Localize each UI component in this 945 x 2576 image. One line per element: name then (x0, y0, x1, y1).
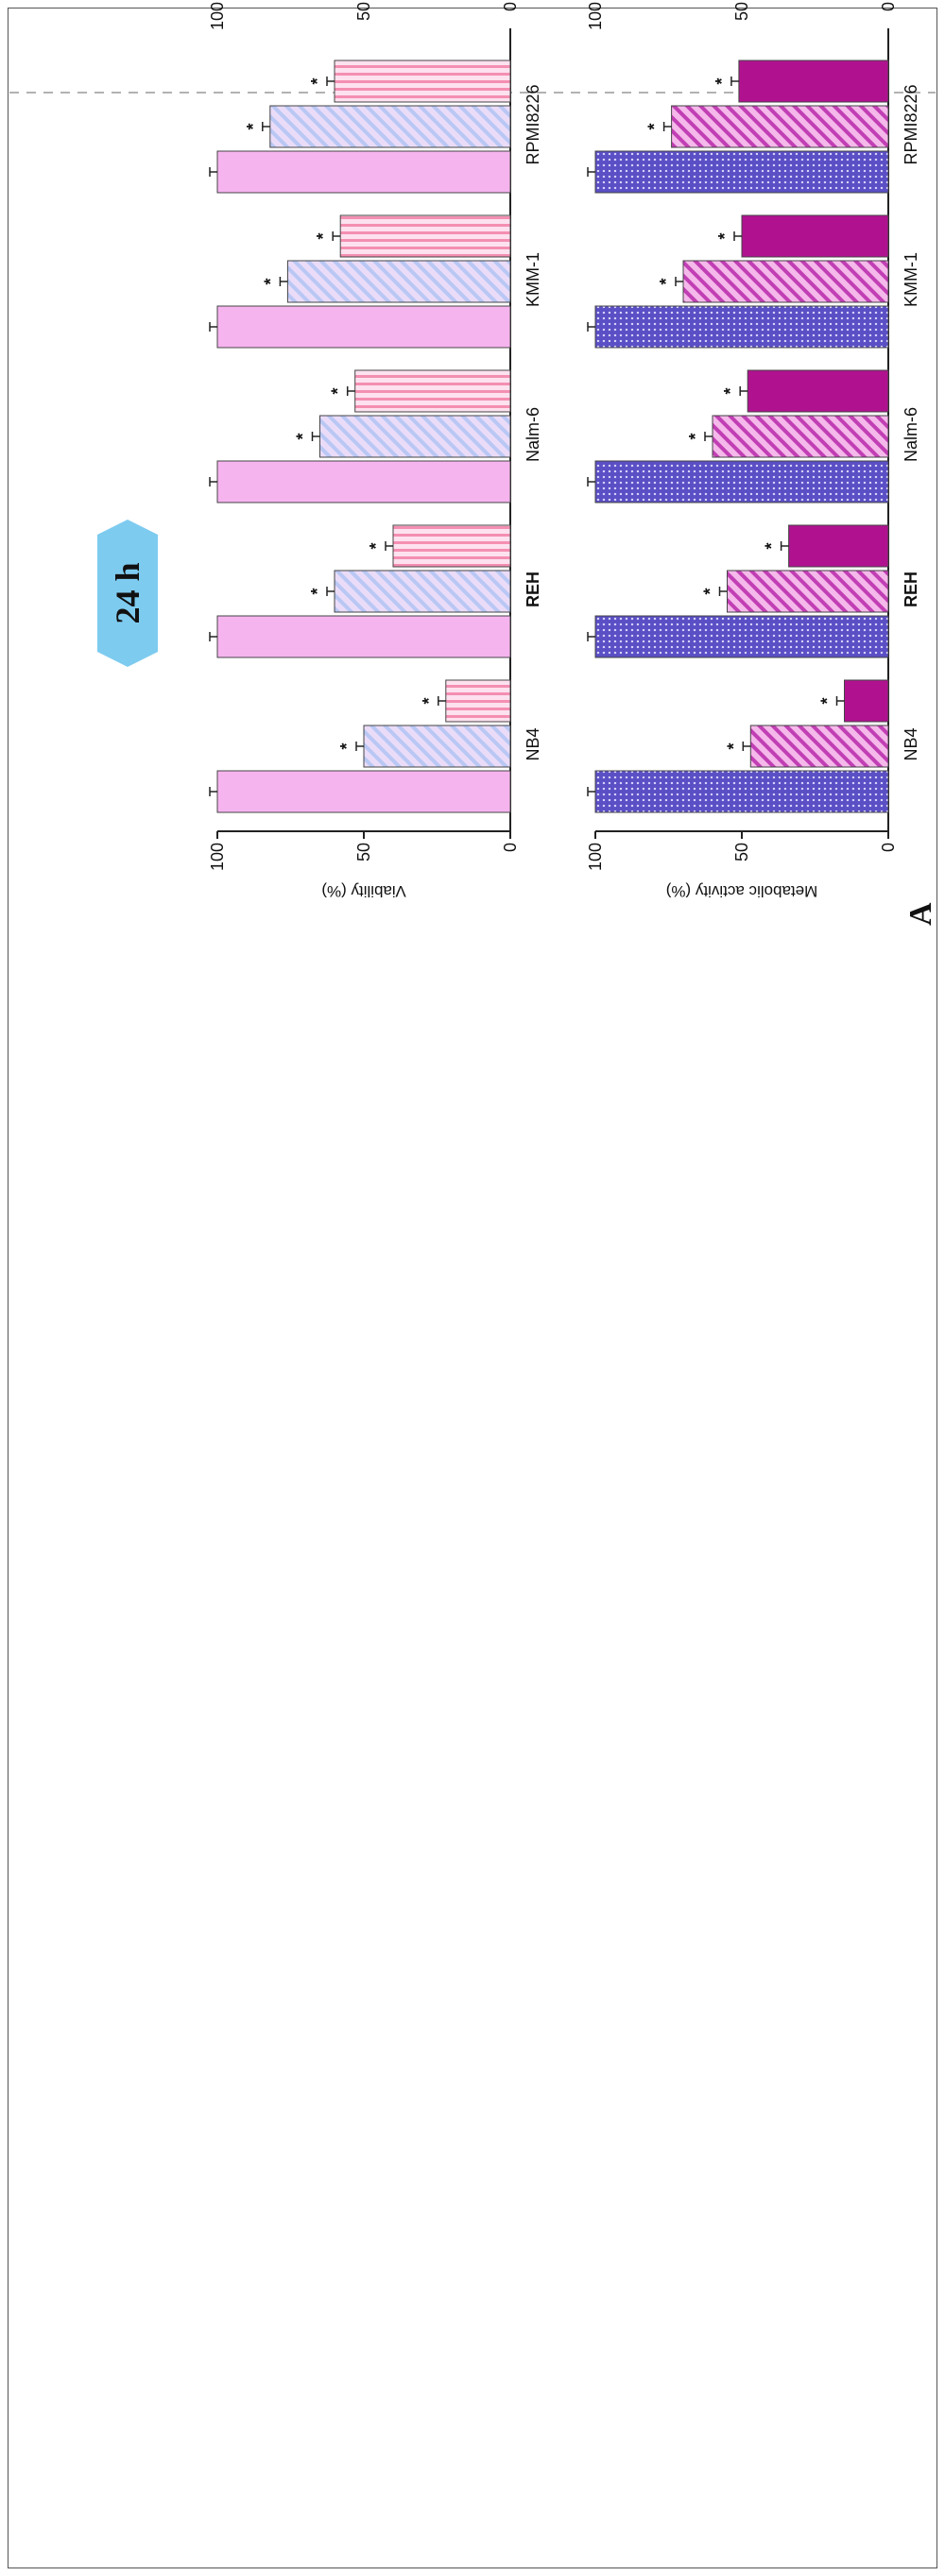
bar (354, 369, 511, 413)
y-tick-label: 50 (354, 2, 373, 21)
bar (392, 524, 511, 568)
time-badge-shape (97, 520, 158, 667)
significance-mark: * (763, 542, 782, 549)
bar (594, 460, 889, 503)
significance-mark: * (294, 433, 313, 439)
bar (216, 460, 511, 503)
x-tick-label: REH (524, 571, 542, 607)
significance-mark: * (657, 278, 676, 284)
chart-1: 100500**NB4**REH**Nalm-6**KMM-1**RPMI822… (208, 2, 520, 30)
bar (319, 415, 511, 458)
bar (594, 770, 889, 813)
x-tick-label: NB4 (902, 727, 920, 760)
y-tick-label: 100 (208, 843, 227, 871)
bar (594, 150, 889, 194)
chart-0: 100 50 0 Viability (%) * * NB4 * * REH * * Nalm-6 * * K… (208, 28, 542, 900)
bar (334, 570, 511, 613)
bar (216, 305, 511, 349)
time-badge-label: 24 h (109, 562, 146, 623)
significance-mark: * (715, 232, 734, 239)
x-tick-label: Nalm-6 (524, 407, 542, 462)
significance-mark: * (818, 697, 837, 704)
bar (334, 60, 511, 103)
significance-mark: * (308, 588, 327, 594)
bar (594, 305, 889, 349)
x-tick-label: Nalm-6 (902, 407, 920, 462)
y-tick-label: 100 (586, 843, 605, 871)
significance-mark: * (314, 232, 333, 239)
y-tick-label: 0 (879, 2, 898, 11)
bar (727, 570, 889, 613)
bar (671, 105, 889, 148)
bar (738, 60, 889, 103)
significance-mark: * (645, 123, 664, 129)
y-tick-label: 0 (501, 2, 520, 11)
x-tick-label: NB4 (524, 727, 542, 760)
bar (788, 524, 889, 568)
significance-mark: * (420, 697, 438, 704)
significance-mark: * (686, 433, 705, 439)
figure-frame (8, 8, 937, 2568)
significance-mark: * (701, 588, 720, 594)
y-tick-label: 50 (732, 843, 751, 862)
bar (445, 679, 511, 723)
chart-4: 100500**NB4**REH**Nalm-6**KMM-1**RPMI822… (586, 2, 898, 30)
significance-mark: * (724, 742, 743, 749)
bar (286, 260, 511, 303)
significance-mark: * (329, 387, 348, 394)
bar (339, 214, 511, 258)
x-tick-label: REH (902, 571, 920, 607)
bar (712, 415, 889, 458)
significance-mark: * (337, 742, 356, 749)
x-tick-label: KMM-1 (902, 252, 920, 307)
bar (749, 725, 889, 768)
bar (216, 615, 511, 658)
y-tick-label: 100 (208, 2, 227, 30)
y-tick-label: 100 (586, 2, 605, 30)
bar (682, 260, 889, 303)
y-axis-label: Viability (%) (321, 882, 405, 900)
significance-mark: * (713, 77, 731, 84)
bar (216, 150, 511, 194)
chart-3: 100 50 0 Metabolic activity (%) * * NB4 * * REH * *… (586, 28, 920, 900)
time-badge-0: 24 h (97, 520, 158, 667)
y-tick-label: 50 (354, 843, 373, 862)
x-tick-label: RPMI8226 (902, 84, 920, 164)
panel-label-a: A (903, 902, 938, 926)
bar (844, 679, 889, 723)
bar (363, 725, 511, 768)
significance-mark: * (261, 278, 280, 284)
bar (594, 615, 889, 658)
bar (747, 369, 889, 413)
significance-mark: * (367, 542, 386, 549)
significance-mark: * (308, 77, 327, 84)
bar (741, 214, 889, 258)
y-axis-label: Metabolic activity (%) (666, 882, 818, 900)
x-tick-label: RPMI8226 (524, 84, 542, 164)
y-tick-label: 0 (879, 843, 898, 852)
x-tick-label: KMM-1 (524, 252, 542, 307)
significance-mark: * (244, 123, 263, 129)
y-tick-label: 50 (732, 2, 751, 21)
bar (269, 105, 511, 148)
bar (216, 770, 511, 813)
y-tick-label: 0 (501, 843, 520, 852)
significance-mark: * (721, 387, 740, 394)
